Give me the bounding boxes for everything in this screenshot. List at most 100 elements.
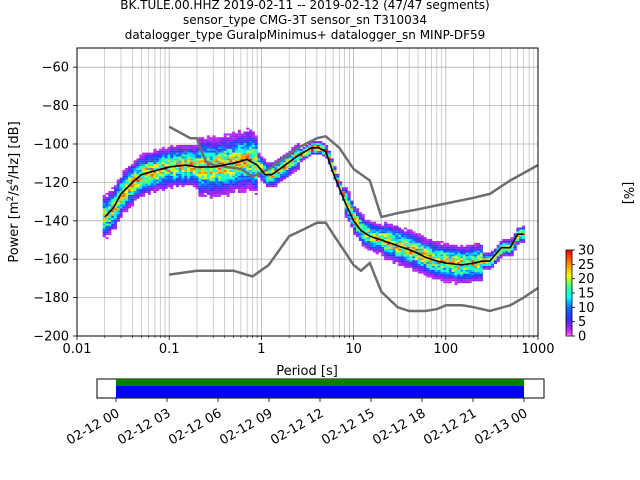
density-cell bbox=[462, 258, 467, 261]
density-cell bbox=[271, 175, 275, 178]
density-cell bbox=[443, 248, 447, 251]
density-cell bbox=[406, 258, 410, 261]
density-cell bbox=[144, 162, 149, 165]
density-cell bbox=[361, 235, 365, 238]
density-cell bbox=[150, 160, 154, 163]
density-cell bbox=[161, 152, 165, 155]
density-cell bbox=[226, 133, 230, 136]
density-cell bbox=[426, 260, 430, 263]
density-cell bbox=[381, 225, 385, 228]
density-cell bbox=[429, 254, 433, 257]
density-cell bbox=[229, 133, 233, 136]
density-cell bbox=[240, 135, 244, 138]
density-cell bbox=[268, 185, 272, 188]
density-cell bbox=[212, 179, 216, 182]
density-cell bbox=[448, 277, 452, 280]
density-cell bbox=[206, 156, 210, 159]
density-cell bbox=[167, 158, 171, 161]
density-cell bbox=[178, 169, 182, 172]
density-cell bbox=[280, 169, 284, 172]
density-cell bbox=[465, 264, 469, 266]
density-cell bbox=[206, 158, 210, 161]
density-cell bbox=[246, 160, 250, 163]
density-cell bbox=[448, 252, 452, 255]
density-cell bbox=[111, 219, 115, 222]
density-cell bbox=[158, 181, 163, 184]
density-cell bbox=[237, 154, 241, 157]
density-cell bbox=[347, 196, 351, 199]
density-cell bbox=[215, 185, 219, 188]
density-cell bbox=[384, 244, 388, 247]
density-cell bbox=[201, 179, 205, 182]
density-cell bbox=[507, 248, 512, 251]
density-cell bbox=[285, 160, 289, 163]
density-cell bbox=[271, 162, 275, 165]
density-cell bbox=[516, 231, 520, 234]
density-cell bbox=[485, 258, 489, 261]
density-cell bbox=[184, 152, 188, 155]
density-cell bbox=[136, 169, 140, 172]
density-cell bbox=[265, 162, 270, 165]
density-cell bbox=[502, 250, 506, 253]
density-cell bbox=[209, 179, 213, 182]
density-cell bbox=[122, 196, 126, 199]
density-cell bbox=[218, 179, 222, 182]
density-cell bbox=[412, 258, 416, 261]
density-cell bbox=[125, 179, 129, 182]
density-cell bbox=[218, 152, 222, 155]
density-cell bbox=[246, 141, 250, 144]
density-cell bbox=[288, 164, 292, 167]
density-cell bbox=[119, 181, 123, 184]
density-cell bbox=[285, 171, 289, 174]
density-cell bbox=[415, 248, 419, 251]
density-cell bbox=[175, 183, 179, 186]
density-cell bbox=[420, 235, 424, 238]
density-cell bbox=[201, 148, 205, 151]
density-cell bbox=[144, 179, 149, 182]
density-cell bbox=[150, 156, 154, 159]
density-cell bbox=[440, 279, 444, 282]
density-cell bbox=[192, 144, 196, 147]
density-cell bbox=[108, 204, 112, 207]
density-cell bbox=[198, 164, 202, 167]
density-cell bbox=[240, 162, 244, 165]
density-cell bbox=[167, 168, 171, 170]
density-cell bbox=[488, 265, 492, 268]
density-cell bbox=[206, 135, 210, 138]
density-cell bbox=[178, 181, 182, 184]
density-cell bbox=[128, 177, 132, 180]
density-cell bbox=[406, 231, 410, 234]
density-cell bbox=[415, 244, 419, 247]
density-cell bbox=[302, 154, 306, 157]
density-cell bbox=[147, 175, 151, 178]
density-cell bbox=[471, 269, 475, 272]
density-cell bbox=[386, 244, 391, 247]
density-cell bbox=[240, 164, 244, 167]
density-cell bbox=[415, 242, 419, 245]
density-cell bbox=[113, 227, 118, 230]
density-cell bbox=[243, 185, 247, 188]
coverage-data-bar bbox=[116, 386, 524, 398]
density-cell bbox=[189, 154, 194, 157]
density-cell bbox=[358, 231, 362, 234]
density-cell bbox=[220, 183, 225, 186]
density-cell bbox=[232, 169, 236, 172]
density-cell bbox=[465, 250, 469, 253]
density-cell bbox=[274, 168, 278, 170]
density-cell bbox=[209, 150, 213, 153]
density-cell bbox=[184, 175, 188, 178]
density-cell bbox=[223, 169, 227, 172]
density-cell bbox=[409, 256, 413, 259]
density-cell bbox=[370, 244, 374, 247]
density-cell bbox=[372, 227, 376, 230]
density-cell bbox=[364, 225, 368, 228]
density-cell bbox=[474, 279, 478, 282]
density-cell bbox=[209, 173, 213, 176]
density-cell bbox=[226, 143, 230, 145]
density-cell bbox=[477, 256, 481, 259]
density-cell bbox=[147, 160, 151, 163]
density-cell bbox=[468, 271, 472, 274]
density-cell bbox=[150, 168, 154, 170]
density-cell bbox=[313, 143, 317, 145]
